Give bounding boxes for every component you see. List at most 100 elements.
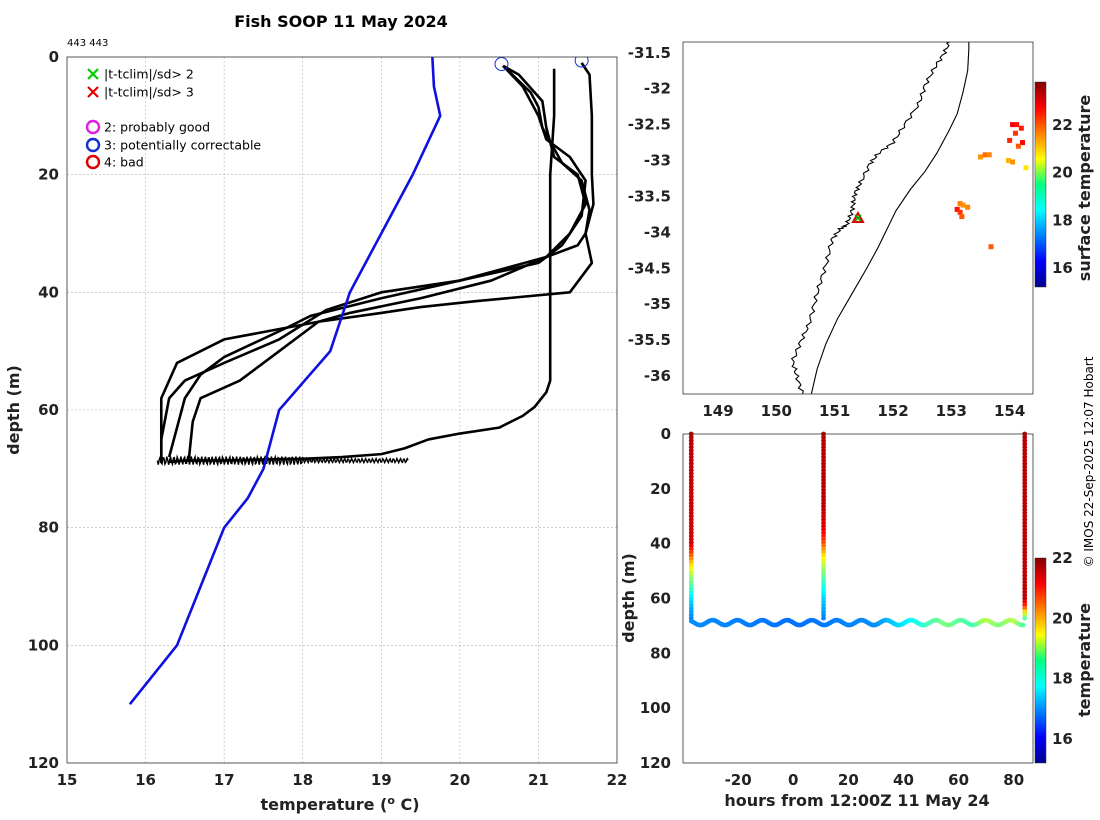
cast-dot: [1022, 527, 1028, 532]
cast-dot: [688, 451, 694, 457]
cast-dot: [821, 602, 826, 608]
profile-line: [159, 64, 587, 463]
cast-dot: [688, 484, 694, 490]
cast-dot: [1022, 546, 1028, 552]
map-frame: [682, 41, 1034, 395]
cast-dot: [1022, 500, 1028, 506]
map-station: [851, 210, 865, 223]
cast-dot: [688, 497, 694, 503]
cast-dot: [1022, 599, 1028, 605]
cast-dot: [1022, 510, 1028, 516]
cast-dot: [688, 579, 694, 585]
cast-dot: [821, 592, 826, 598]
profile-x-tick-label: 15: [57, 771, 78, 789]
cast-dot: [1022, 556, 1028, 562]
legend-circle-marker: [85, 137, 101, 153]
timeseries-y-tick-label: 20: [650, 480, 671, 498]
sst-pixel: [1020, 140, 1025, 146]
cast-dot: [1022, 484, 1028, 490]
timeseries-chart: -20 0 20 40 60 80 0 20 40 60 80 100 120 16 18 20 22 tem…: [619, 425, 1094, 810]
cast-dot: [1022, 536, 1028, 542]
timeseries-colorbar: [1034, 557, 1047, 764]
sst-pixel: [1006, 158, 1011, 164]
map-x-tick-label: 154: [994, 402, 1025, 420]
cast-dot: [688, 605, 694, 611]
cast-dot: [1022, 477, 1028, 483]
cast-dot: [1022, 454, 1028, 460]
cast-dot: [688, 523, 694, 529]
profile-y-tick-label: 60: [38, 401, 59, 419]
profile-x-tick-label: 16: [135, 771, 156, 789]
cast-dot: [821, 612, 826, 618]
map-y-tick-label: -34: [644, 223, 671, 241]
map-colorbar-label: surface temperature: [1075, 95, 1094, 282]
cast-dot: [821, 464, 826, 470]
cast-dot: [1022, 566, 1028, 572]
timeseries-x-tick-label: 60: [948, 771, 969, 789]
map-x-tick-label: 151: [819, 402, 850, 420]
cast-dot: [821, 615, 826, 621]
cast-dot: [688, 566, 694, 572]
cast-dot: [1022, 480, 1028, 486]
cast-dot: [688, 602, 694, 608]
cast-dot: [821, 484, 826, 490]
cast-dot: [1022, 461, 1028, 467]
cast-dot: [688, 441, 694, 447]
cast-dot: [821, 566, 826, 572]
timeseries-y-tick-label: 100: [640, 699, 671, 717]
cast-dot: [688, 530, 694, 536]
cast-dot: [1022, 579, 1028, 585]
sst-pixel: [982, 152, 988, 158]
sst-pixel: [1007, 137, 1013, 143]
cast-dot: [1022, 589, 1028, 595]
cast-dot: [1022, 474, 1028, 480]
cast-dot: [688, 520, 694, 526]
cast-dot: [1022, 503, 1028, 509]
cast-dot: [821, 589, 826, 595]
cast-dot: [688, 487, 694, 493]
sst-pixel: [1015, 143, 1021, 149]
cast-dot: [821, 497, 826, 503]
cast-dot: [821, 457, 826, 463]
cast-dot: [1022, 513, 1028, 519]
station-marker: [851, 210, 865, 223]
sst-pixel: [978, 154, 983, 160]
timeseries-y-tick-label: 40: [650, 535, 671, 553]
timeseries-y-tick-label: 60: [650, 590, 671, 608]
sst-pixel: [1014, 122, 1020, 128]
map-lines: [790, 42, 970, 394]
cast-dot: [821, 536, 826, 542]
cast-dot: [688, 582, 694, 588]
map-colorbar-ticks: 16 18 20 22: [1052, 116, 1073, 277]
profile-y-axis-label: depth (m): [4, 365, 23, 455]
timeseries-colorbar-tick-label: 18: [1052, 670, 1073, 688]
cast-dot: [688, 471, 694, 476]
profile-x-tick-label: 21: [528, 771, 549, 789]
timeseries-y-tick-label: 0: [661, 425, 671, 443]
profile-y-tick-label: 80: [38, 519, 59, 537]
cast-dot: [1022, 507, 1028, 513]
cast-dot: [821, 500, 826, 506]
cast-dot: [821, 451, 826, 457]
map-colorbar: [1034, 81, 1047, 288]
cast-dot: [688, 513, 694, 519]
cast-dot: [1022, 576, 1028, 582]
cast-dot: [688, 592, 694, 598]
map-tick-labels: 149 150 151 152 153 154 -31.5 -32 -32.5 -33 -33.5 -…: [628, 44, 1026, 420]
map-coastline: [790, 42, 951, 394]
cast-dot: [821, 553, 826, 559]
cast-dot: [1022, 540, 1028, 545]
cast-dot: [688, 448, 694, 453]
cast-dot: [821, 467, 826, 473]
cast-dot: [688, 490, 694, 496]
sst-pixel: [1023, 165, 1029, 171]
cast-dot: [821, 579, 826, 585]
profile-line: [167, 64, 587, 458]
cast-dot: [821, 527, 826, 532]
cast-dot: [688, 457, 694, 463]
cast-dot: [1022, 602, 1028, 608]
map-y-tick-label: -32.5: [628, 116, 671, 134]
cast-dot: [1022, 573, 1028, 578]
profile-y-tick-label: 120: [28, 754, 59, 772]
timeseries-colorbar-tick-label: 16: [1052, 730, 1073, 748]
